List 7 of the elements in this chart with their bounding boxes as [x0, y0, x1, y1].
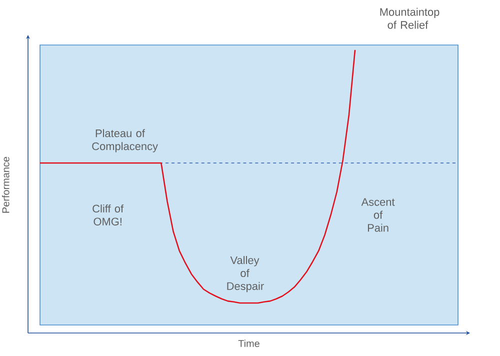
- annotation: Cliff of OMG!: [92, 204, 124, 226]
- text: Mountaintop of Relief: [380, 8, 440, 29]
- annotation: Plateau of Complacency: [92, 129, 158, 152]
- annotation: Valley of Despair: [227, 256, 264, 292]
- y-axis-title: Performance: [2, 156, 10, 213]
- annotation: Ascent of Pain: [361, 198, 395, 232]
- x-axis-title: Time: [238, 340, 260, 348]
